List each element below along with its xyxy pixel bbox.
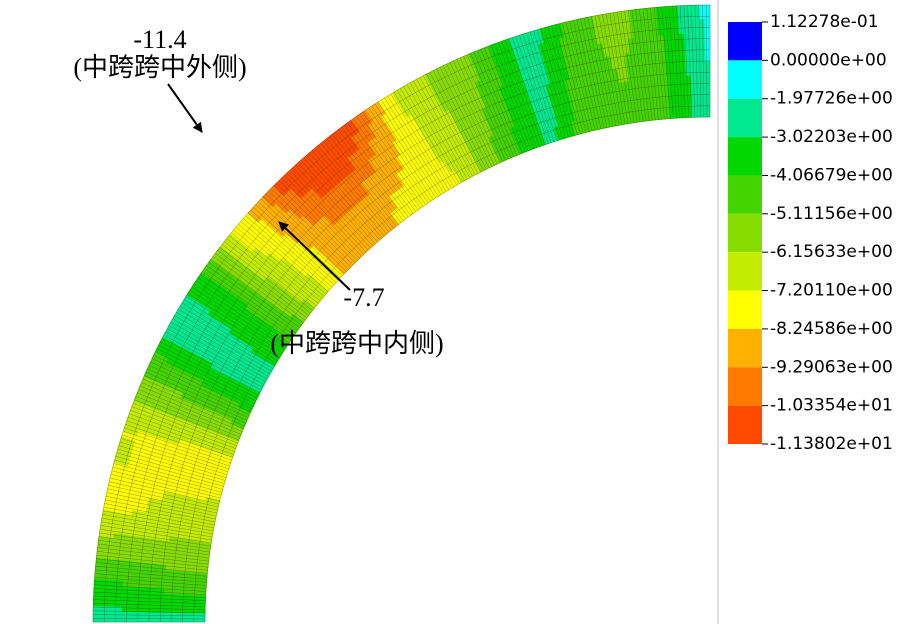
contour-cell bbox=[190, 617, 206, 623]
legend-swatch bbox=[728, 60, 762, 99]
contour-cell bbox=[705, 88, 711, 104]
legend-swatch bbox=[728, 367, 762, 406]
contour-cell bbox=[704, 74, 711, 90]
legend-swatch bbox=[728, 22, 762, 61]
contour-cell bbox=[92, 616, 108, 623]
annotation-location: (中跨跨中内侧) bbox=[270, 329, 443, 358]
contour-cell bbox=[176, 617, 192, 623]
legend-label: 1.12278e-01 bbox=[770, 12, 879, 32]
annotation-location: (中跨跨中外侧) bbox=[73, 53, 246, 82]
legend-swatch bbox=[728, 213, 762, 253]
contour-cell bbox=[120, 611, 136, 618]
legend-label: -7.20110e+00 bbox=[770, 281, 893, 301]
legend-label: -3.02203e+00 bbox=[770, 127, 893, 147]
contour-cell bbox=[162, 616, 178, 623]
legend-label: 0.00000e+00 bbox=[770, 50, 887, 70]
contour-cell bbox=[92, 610, 108, 618]
legend: 1.12278e-01 0.00000e+00 -1.97726e+00 -3.022… bbox=[728, 12, 893, 454]
contour-cell bbox=[700, 102, 706, 118]
legend-swatch bbox=[728, 98, 762, 138]
contour-cell bbox=[190, 612, 206, 618]
legend-label: -9.29063e+00 bbox=[770, 357, 893, 377]
contour-cell bbox=[148, 611, 164, 618]
contour-cell bbox=[106, 611, 122, 618]
contour-cell bbox=[699, 60, 706, 76]
contour-cell bbox=[698, 4, 706, 20]
contour-cell bbox=[106, 616, 122, 623]
legend-label: -1.03354e+01 bbox=[770, 396, 893, 416]
contour-cell bbox=[700, 88, 706, 104]
contour-cell bbox=[162, 612, 178, 618]
contour-cell bbox=[704, 18, 711, 34]
contour-cell bbox=[148, 616, 164, 623]
contour-cell bbox=[699, 32, 706, 48]
mesh bbox=[92, 4, 711, 623]
legend-swatch bbox=[728, 175, 762, 214]
contour-cell bbox=[704, 32, 711, 48]
contour-cell bbox=[134, 611, 150, 618]
legend-label: -8.24586e+00 bbox=[770, 319, 893, 339]
mesh-lines bbox=[92, 4, 711, 623]
contour-cell bbox=[700, 74, 706, 90]
legend-label: -5.11156e+00 bbox=[770, 204, 893, 224]
annotation-arrow bbox=[167, 83, 203, 133]
legend-swatch bbox=[728, 405, 762, 444]
annotation-value: -11.4 bbox=[133, 25, 186, 54]
contour-cell bbox=[705, 102, 711, 118]
contour-cell bbox=[704, 46, 711, 62]
legend-swatch bbox=[728, 328, 762, 368]
contour-cell bbox=[699, 46, 706, 62]
legend-label: -4.06679e+00 bbox=[770, 165, 893, 185]
contour-cell bbox=[120, 616, 136, 623]
legend-label: -1.13802e+01 bbox=[770, 434, 893, 454]
contour-cell bbox=[176, 612, 192, 618]
contour-cell bbox=[134, 616, 150, 623]
legend-swatch bbox=[728, 290, 762, 329]
legend-swatch bbox=[728, 137, 762, 176]
annotation-arrow bbox=[278, 221, 351, 291]
legend-label: -6.15633e+00 bbox=[770, 242, 893, 262]
contour-cell bbox=[699, 18, 706, 34]
contour-cell bbox=[704, 60, 711, 76]
contour-cell bbox=[704, 4, 711, 20]
legend-label: -1.97726e+00 bbox=[770, 89, 893, 109]
legend-swatch bbox=[728, 252, 762, 291]
annotation-value: -7.7 bbox=[343, 283, 384, 312]
